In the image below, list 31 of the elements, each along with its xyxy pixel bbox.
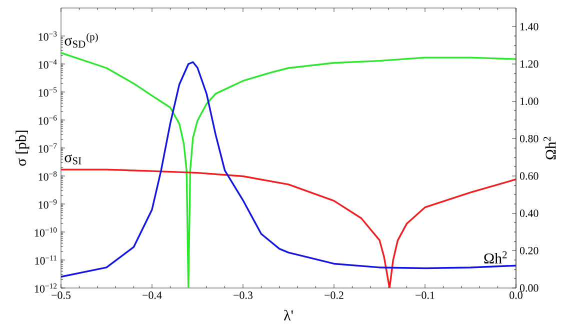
x-tick-label: −0.3 [234,292,253,299]
series-label: σ$_{SI}$ [64,154,82,164]
y-tick-label: 10$^{−9}$ [38,199,57,209]
y-tick-label: 10$^{−7}$ [38,143,57,153]
y2-tick-label: 0.80 [520,134,538,142]
y-tick-label: 10$^{−12}$ [34,283,57,293]
series-label: Ωh$^{2}$ [484,251,507,264]
y2-tick-label: 0.40 [520,210,538,218]
series-label: σ$_{SD}$(p) [64,32,98,48]
line-series [61,168,516,288]
y2-tick-label: 0.20 [520,246,538,254]
y2-axis-title: Ωh$^{2}$ [544,136,556,160]
y-tick-label: 10$^{−3}$ [38,31,57,41]
y-tick-label: 10$^{−11}$ [35,255,57,265]
y-tick-label: 10$^{−4}$ [38,59,57,69]
y2-tick-label: 1.20 [520,60,538,68]
y2-tick-label: 1.40 [520,22,538,30]
x-tick-label: −0.5 [52,292,71,299]
y-tick-label: 10$^{−5}$ [38,87,57,97]
y-tick-label: 10$^{−10}$ [34,227,57,237]
x-tick-label: −0.2 [324,292,344,299]
y-tick-label: 10$^{−8}$ [38,171,57,181]
x-tick-label: −0.1 [416,292,434,299]
y-axis-title: σ [pb] [16,130,30,166]
x-axis-title: λ' [284,310,293,320]
y2-tick-label: 1.00 [520,98,538,106]
y2-tick-label: 0.00 [520,284,538,292]
x-tick-label: −0.4 [142,292,162,299]
y2-tick-label: 0.60 [520,172,538,180]
y-tick-label: 10$^{−6}$ [38,115,57,125]
x-tick-label: 0.0 [510,292,522,299]
